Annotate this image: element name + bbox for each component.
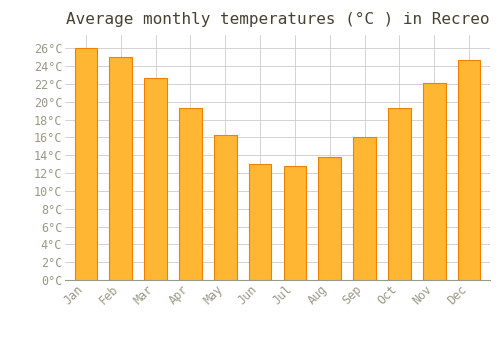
Bar [144, 78, 167, 280]
Bar [249, 164, 272, 280]
Bar [318, 157, 341, 280]
Bar [423, 83, 446, 280]
Bar [179, 108, 202, 280]
Bar [354, 136, 376, 280]
Bar [388, 108, 410, 280]
Title: Average monthly temperatures (°C ) in Recreo: Average monthly temperatures (°C ) in Re… [66, 12, 489, 27]
Bar [458, 60, 480, 280]
Bar [74, 48, 97, 280]
Bar [214, 135, 236, 280]
Bar [110, 57, 132, 280]
Bar [284, 166, 306, 280]
